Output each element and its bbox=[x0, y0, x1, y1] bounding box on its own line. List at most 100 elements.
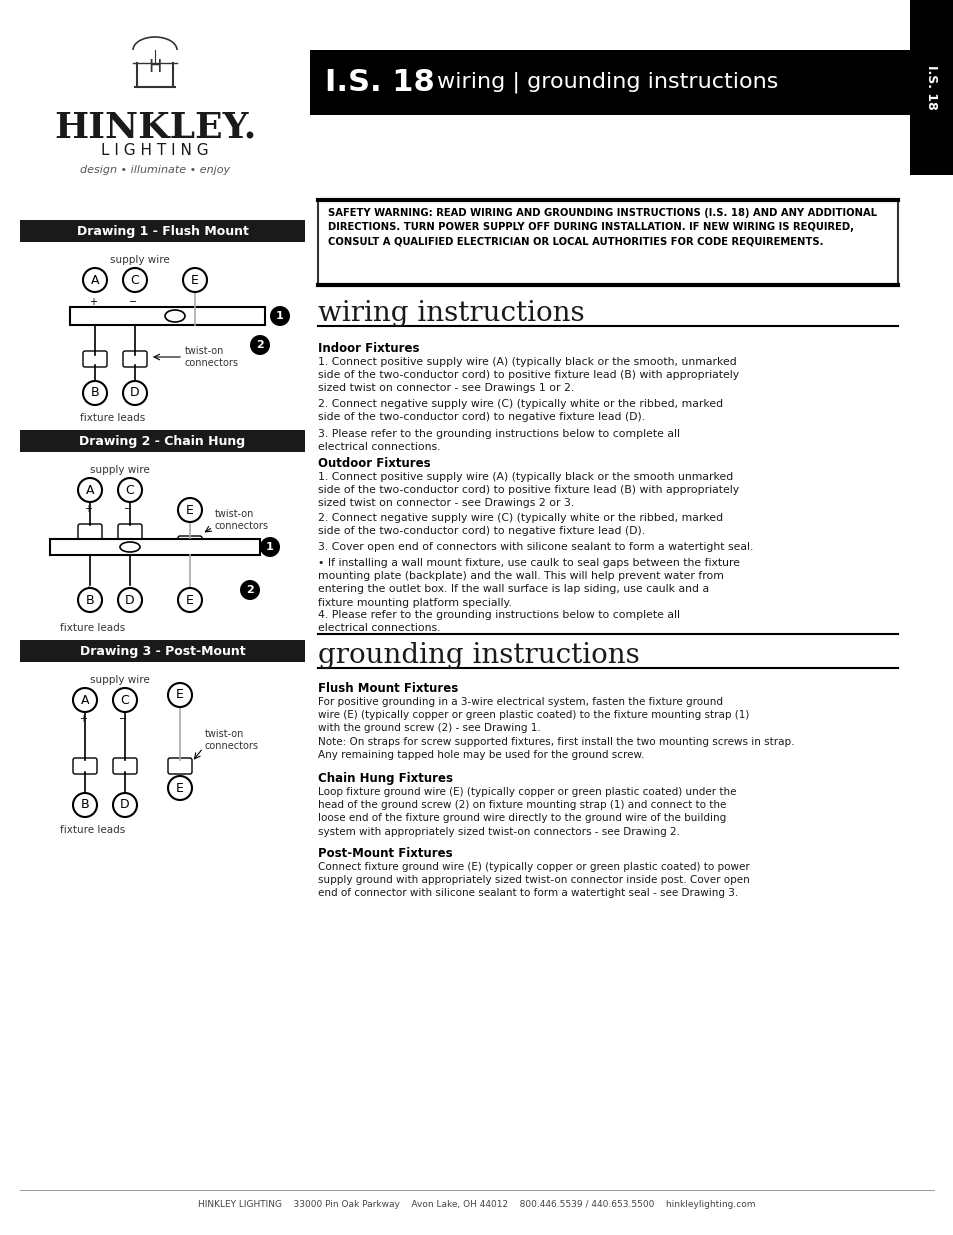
Text: A: A bbox=[91, 273, 99, 287]
Text: E: E bbox=[186, 594, 193, 606]
Bar bbox=[310, 49, 909, 115]
Text: fixture leads: fixture leads bbox=[60, 622, 125, 634]
Text: 2: 2 bbox=[246, 585, 253, 595]
Text: +: + bbox=[84, 585, 91, 595]
Text: +: + bbox=[89, 379, 97, 389]
Bar bbox=[50, 538, 260, 555]
Text: HINKLEY LIGHTING    33000 Pin Oak Parkway    Avon Lake, OH 44012    800.446.5539: HINKLEY LIGHTING 33000 Pin Oak Parkway A… bbox=[198, 1200, 755, 1209]
Text: Flush Mount Fixtures: Flush Mount Fixtures bbox=[317, 682, 457, 695]
FancyBboxPatch shape bbox=[78, 524, 102, 540]
Circle shape bbox=[270, 306, 290, 326]
Text: +: + bbox=[79, 792, 87, 802]
Text: Drawing 2 - Chain Hung: Drawing 2 - Chain Hung bbox=[79, 435, 245, 447]
Circle shape bbox=[118, 478, 142, 501]
FancyBboxPatch shape bbox=[178, 536, 202, 552]
Text: fixture leads: fixture leads bbox=[60, 825, 125, 835]
Circle shape bbox=[260, 537, 280, 557]
Circle shape bbox=[168, 683, 192, 706]
Text: supply wire: supply wire bbox=[110, 254, 170, 266]
Text: I.S. 18: I.S. 18 bbox=[924, 65, 938, 110]
Bar bbox=[70, 308, 265, 325]
Text: SAFETY WARNING: READ WIRING AND GROUNDING INSTRUCTIONS (I.S. 18) AND ANY ADDITIO: SAFETY WARNING: READ WIRING AND GROUNDIN… bbox=[328, 207, 876, 246]
Text: B: B bbox=[81, 799, 90, 811]
Text: E: E bbox=[191, 273, 199, 287]
FancyBboxPatch shape bbox=[118, 524, 142, 540]
Ellipse shape bbox=[165, 310, 185, 322]
Text: 1. Connect positive supply wire (A) (typically black or the smooth unmarked
side: 1. Connect positive supply wire (A) (typ… bbox=[317, 472, 739, 509]
Text: E: E bbox=[186, 504, 193, 516]
Text: 1. Connect positive supply wire (A) (typically black or the smooth, unmarked
sid: 1. Connect positive supply wire (A) (typ… bbox=[317, 357, 739, 394]
Text: For positive grounding in a 3-wire electrical system, fasten the fixture ground
: For positive grounding in a 3-wire elect… bbox=[317, 697, 794, 760]
Text: −: − bbox=[124, 585, 132, 595]
Text: supply wire: supply wire bbox=[90, 676, 150, 685]
Text: 2. Connect negative supply wire (C) (typically white or the ribbed, marked
side : 2. Connect negative supply wire (C) (typ… bbox=[317, 399, 722, 422]
Text: HINKLEY.: HINKLEY. bbox=[53, 110, 255, 144]
Bar bbox=[317, 200, 897, 285]
Text: D: D bbox=[125, 594, 134, 606]
Text: I.S. 18: I.S. 18 bbox=[325, 68, 445, 98]
Text: L I G H T I N G: L I G H T I N G bbox=[101, 143, 209, 158]
Text: twist-on
connectors: twist-on connectors bbox=[214, 509, 269, 531]
Circle shape bbox=[183, 268, 207, 291]
Text: +: + bbox=[89, 296, 97, 308]
Text: H: H bbox=[148, 58, 162, 77]
Text: C: C bbox=[126, 483, 134, 496]
Circle shape bbox=[250, 335, 270, 354]
Bar bbox=[20, 640, 305, 662]
FancyBboxPatch shape bbox=[83, 351, 107, 367]
Text: Chain Hung Fixtures: Chain Hung Fixtures bbox=[317, 772, 453, 785]
Text: Drawing 1 - Flush Mount: Drawing 1 - Flush Mount bbox=[76, 225, 248, 237]
Bar bbox=[909, 0, 953, 175]
Text: supply wire: supply wire bbox=[90, 466, 150, 475]
Text: Connect fixture ground wire (E) (typically copper or green plastic coated) to po: Connect fixture ground wire (E) (typical… bbox=[317, 862, 749, 898]
Circle shape bbox=[78, 588, 102, 613]
Text: design • illuminate • enjoy: design • illuminate • enjoy bbox=[80, 165, 230, 175]
Text: −: − bbox=[119, 714, 127, 724]
Text: B: B bbox=[86, 594, 94, 606]
Text: A: A bbox=[86, 483, 94, 496]
Text: +: + bbox=[79, 714, 87, 724]
Bar bbox=[20, 430, 305, 452]
FancyBboxPatch shape bbox=[112, 758, 137, 774]
Text: C: C bbox=[120, 694, 130, 706]
Circle shape bbox=[118, 588, 142, 613]
Text: fixture leads: fixture leads bbox=[80, 412, 145, 424]
Text: 4. Please refer to the grounding instructions below to complete all
electrical c: 4. Please refer to the grounding instruc… bbox=[317, 610, 679, 634]
Text: −: − bbox=[124, 504, 132, 514]
Text: −: − bbox=[129, 296, 137, 308]
Circle shape bbox=[73, 793, 97, 818]
Text: −: − bbox=[119, 792, 127, 802]
Text: Drawing 3 - Post-Mount: Drawing 3 - Post-Mount bbox=[80, 645, 245, 657]
Text: +: + bbox=[84, 504, 91, 514]
Circle shape bbox=[240, 580, 260, 600]
Text: 2: 2 bbox=[255, 340, 264, 350]
Bar bbox=[20, 220, 305, 242]
Text: grounding instructions: grounding instructions bbox=[317, 642, 639, 669]
Text: E: E bbox=[176, 782, 184, 794]
Circle shape bbox=[123, 268, 147, 291]
Text: B: B bbox=[91, 387, 99, 399]
Text: twist-on
connectors: twist-on connectors bbox=[185, 346, 239, 368]
Text: 1: 1 bbox=[275, 311, 284, 321]
FancyBboxPatch shape bbox=[123, 351, 147, 367]
Text: Indoor Fixtures: Indoor Fixtures bbox=[317, 342, 419, 354]
Text: • If installing a wall mount fixture, use caulk to seal gaps between the fixture: • If installing a wall mount fixture, us… bbox=[317, 558, 740, 608]
Circle shape bbox=[123, 382, 147, 405]
Circle shape bbox=[83, 382, 107, 405]
Circle shape bbox=[83, 268, 107, 291]
FancyBboxPatch shape bbox=[73, 758, 97, 774]
Text: Loop fixture ground wire (E) (typically copper or green plastic coated) under th: Loop fixture ground wire (E) (typically … bbox=[317, 787, 736, 836]
Text: D: D bbox=[120, 799, 130, 811]
Text: twist-on
connectors: twist-on connectors bbox=[205, 729, 258, 751]
Circle shape bbox=[178, 588, 202, 613]
Text: Outdoor Fixtures: Outdoor Fixtures bbox=[317, 457, 430, 471]
Circle shape bbox=[73, 688, 97, 713]
Text: 3. Please refer to the grounding instructions below to complete all
electrical c: 3. Please refer to the grounding instruc… bbox=[317, 429, 679, 452]
Circle shape bbox=[78, 478, 102, 501]
Text: A: A bbox=[81, 694, 90, 706]
Circle shape bbox=[112, 793, 137, 818]
Circle shape bbox=[178, 498, 202, 522]
Text: E: E bbox=[176, 688, 184, 701]
Text: 3. Cover open end of connectors with silicone sealant to form a watertight seal.: 3. Cover open end of connectors with sil… bbox=[317, 542, 753, 552]
FancyBboxPatch shape bbox=[168, 758, 192, 774]
